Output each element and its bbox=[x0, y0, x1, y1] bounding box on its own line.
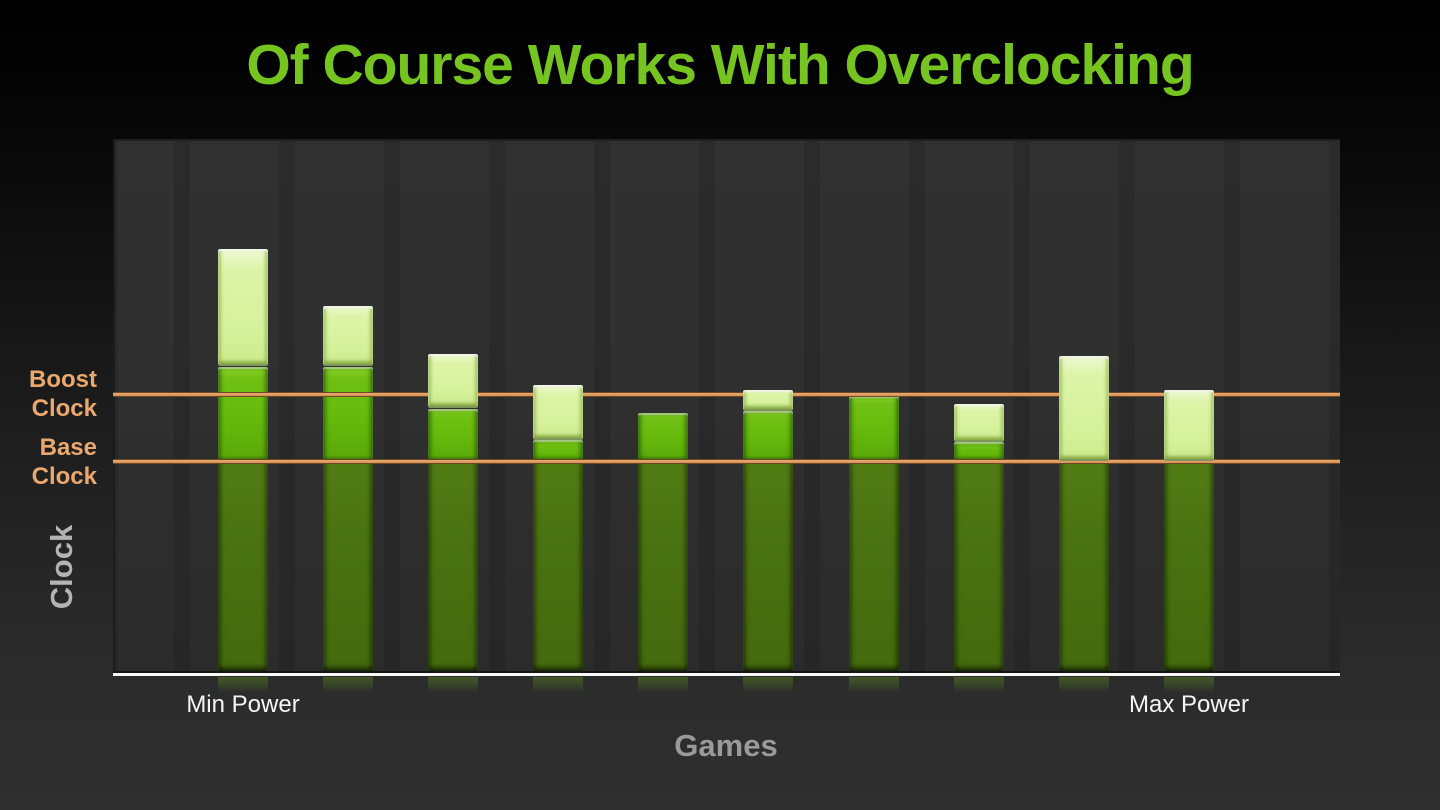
bar-segment-mid bbox=[322, 366, 373, 461]
bar-segment-light bbox=[1164, 389, 1214, 461]
x-axis-shadow bbox=[113, 671, 1340, 673]
bar-segment-mid bbox=[743, 410, 794, 461]
bar-segment-dark bbox=[1164, 461, 1214, 671]
bar-segment-light bbox=[322, 305, 373, 367]
bar-segment-mid bbox=[638, 412, 689, 461]
bar-segment-dark bbox=[848, 461, 899, 671]
bar-reflection bbox=[743, 677, 794, 693]
bar-segment-mid bbox=[953, 442, 1004, 461]
base-clock-label: Base Clock bbox=[16, 433, 97, 491]
boost-clock-line bbox=[113, 391, 1340, 397]
x-axis-title: Games bbox=[674, 728, 778, 763]
bar-segment-dark bbox=[217, 461, 268, 671]
x-axis-line bbox=[113, 673, 1340, 676]
bar-segment-light bbox=[953, 404, 1004, 443]
bar-reflection bbox=[848, 677, 899, 693]
bar-reflection bbox=[1058, 677, 1109, 693]
max-power-label: Max Power bbox=[1128, 691, 1250, 718]
bar-reflection bbox=[953, 677, 1004, 693]
bar-reflection bbox=[1164, 677, 1214, 693]
bar-segment-light bbox=[533, 385, 583, 440]
boost-clock-label-line1: Boost bbox=[29, 366, 97, 393]
bar-segment-light bbox=[427, 353, 478, 409]
bar-segment-dark bbox=[1058, 461, 1109, 671]
bar-reflection bbox=[427, 677, 478, 693]
bar-segment-mid bbox=[217, 366, 268, 461]
bar-reflection bbox=[322, 677, 373, 693]
chart-panel bbox=[113, 139, 1340, 693]
bar-segment-dark bbox=[322, 461, 373, 671]
base-clock-label-line1: Base bbox=[39, 434, 97, 461]
boost-clock-label-line2: Clock bbox=[31, 395, 97, 422]
bar-segment-mid bbox=[427, 408, 478, 461]
plot-area bbox=[113, 139, 1340, 693]
bar-segment-light bbox=[743, 389, 794, 411]
min-power-label: Min Power bbox=[186, 691, 300, 718]
base-clock-line bbox=[113, 459, 1340, 464]
bar-segment-light bbox=[217, 248, 268, 367]
bar-segment-dark bbox=[427, 461, 478, 671]
bar-segment-light bbox=[1058, 356, 1109, 461]
bar-reflection bbox=[638, 677, 689, 693]
bar-reflection bbox=[217, 677, 268, 693]
bar-segment-mid bbox=[533, 440, 583, 461]
bar-segment-dark bbox=[533, 461, 583, 671]
bar-segment-dark bbox=[953, 461, 1004, 671]
slide-title: Of Course Works With Overclocking bbox=[246, 33, 1194, 97]
bar-reflection bbox=[533, 677, 583, 693]
y-axis-title: Clock bbox=[44, 524, 79, 610]
bar-segment-mid bbox=[848, 395, 899, 461]
boost-clock-label: Boost Clock bbox=[16, 365, 97, 423]
base-clock-label-line2: Clock bbox=[31, 463, 97, 490]
bar-segment-dark bbox=[743, 461, 794, 671]
bar-segment-dark bbox=[638, 461, 689, 671]
